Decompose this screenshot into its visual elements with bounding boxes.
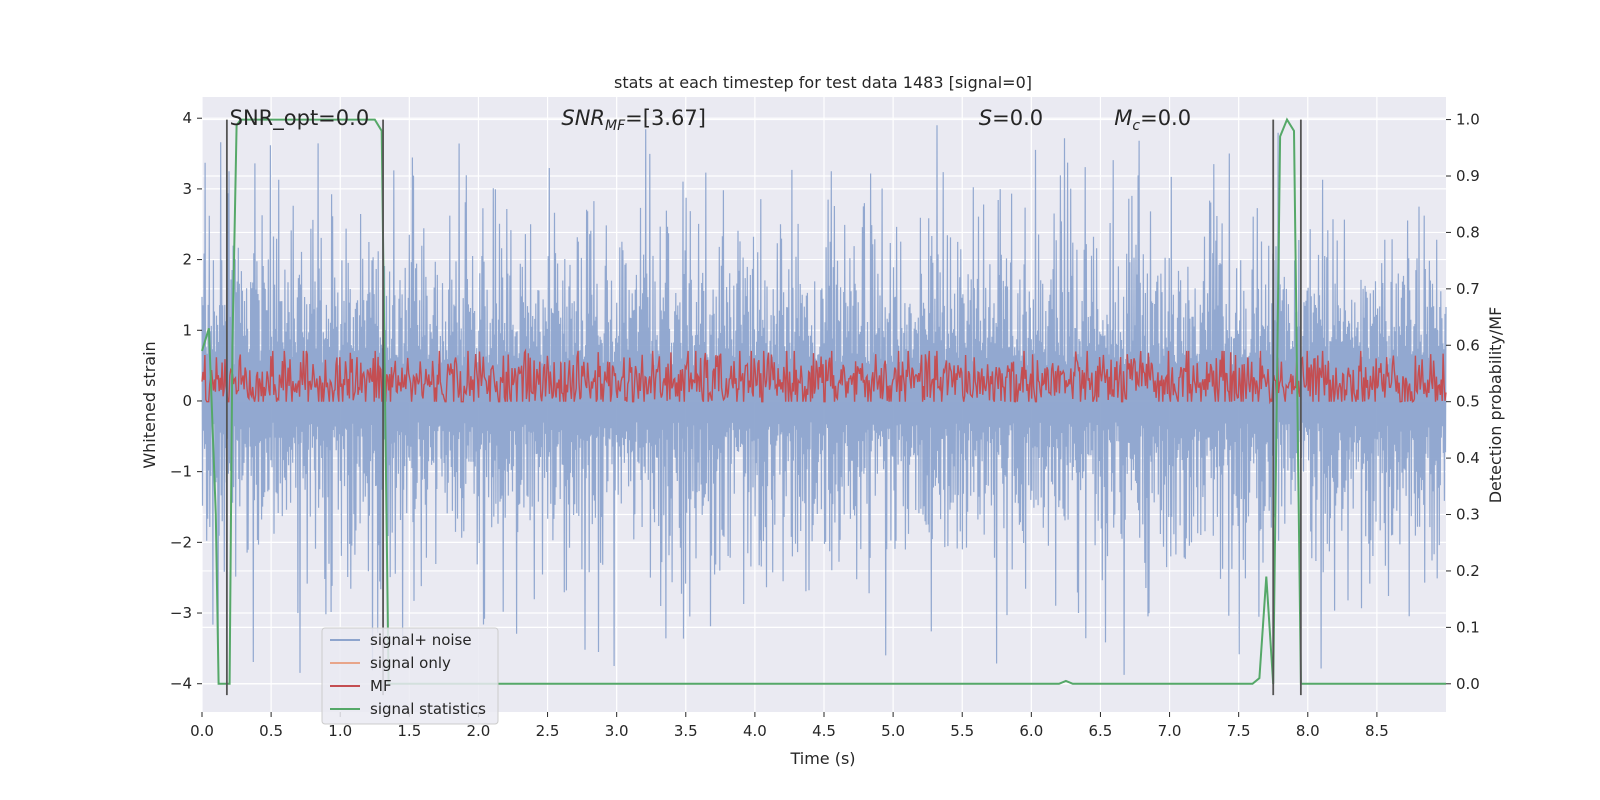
y-tick-label: 2	[182, 251, 192, 269]
x-tick-label: 7.5	[1227, 722, 1251, 740]
x-tick-label: 6.0	[1019, 722, 1043, 740]
x-tick-label: 6.5	[1089, 722, 1113, 740]
y2-tick-label: 0.5	[1456, 393, 1480, 411]
y-tick-label: 1	[182, 321, 192, 339]
x-tick-label: 8.0	[1296, 722, 1320, 740]
y2-tick-label: 1.0	[1456, 111, 1480, 129]
vertical-markers	[225, 119, 1302, 696]
legend-label-signal-only: signal only	[370, 654, 451, 672]
x-tick-label: 2.0	[467, 722, 491, 740]
y2-axis-label: Detection probability/MF	[1486, 307, 1505, 504]
series-line-mf	[201, 348, 1447, 405]
x-tick-label: 4.5	[812, 722, 836, 740]
x-axis-ticks: 0.0 0.5 1.0 1.5 2.0 2.5 3.0 3.5 4.0 4.5 5.0 5.5 6.0 6…	[190, 712, 1389, 740]
x-tick-label: 0.0	[190, 722, 214, 740]
y-tick-label: −4	[170, 675, 192, 693]
y-tick-label: −2	[170, 533, 192, 551]
annotation-text: Mc=0.0	[1114, 106, 1191, 134]
legend-box	[321, 627, 499, 725]
series-signal-noise	[201, 125, 1447, 675]
y2-tick-label: 0.2	[1456, 562, 1480, 580]
annotation-text: SNR_opt=0.0	[230, 106, 370, 131]
y2-tick-label: 0.0	[1456, 675, 1480, 693]
annotation-text: SNRMF=[3.67]	[561, 106, 706, 134]
annotation-text: S=0.0	[979, 106, 1043, 130]
y-tick-label: 3	[182, 180, 192, 198]
x-tick-label: 5.5	[950, 722, 974, 740]
y-tick-label: 0	[182, 392, 192, 410]
legend-label-signal-statistics: signal statistics	[370, 700, 486, 718]
legend: signal+ noise signal only MF signal stat…	[321, 627, 499, 725]
y2-axis-ticks: 0.0 0.1 0.2 0.3 0.4 0.5 0.6 0.7 0.8 0.9 1.0	[1446, 111, 1480, 693]
series-line-signal-noise	[201, 125, 1447, 675]
y-tick-label: −1	[170, 463, 192, 481]
annotations: SNR_opt=0.0 SNRMF=[3.67] S=0.0 Mc=0.0	[230, 106, 1191, 134]
x-tick-label: 8.5	[1365, 722, 1389, 740]
x-tick-label: 1.5	[397, 722, 421, 740]
x-tick-label: 5.0	[881, 722, 905, 740]
y2-tick-label: 0.3	[1456, 506, 1480, 524]
y-tick-label: 4	[182, 109, 192, 127]
y-tick-label: −3	[170, 604, 192, 622]
x-tick-label: 0.5	[259, 722, 283, 740]
y2-tick-label: 0.7	[1456, 280, 1480, 298]
y2-tick-label: 0.6	[1456, 336, 1480, 354]
legend-label-mf: MF	[370, 677, 392, 695]
x-tick-label: 4.0	[743, 722, 767, 740]
series-mf	[201, 348, 1447, 405]
x-tick-label: 1.0	[328, 722, 352, 740]
legend-label-signal-noise: signal+ noise	[370, 631, 472, 649]
chart-title: stats at each timestep for test data 148…	[614, 73, 1032, 92]
x-tick-label: 3.5	[674, 722, 698, 740]
y-axis-label: Whitened strain	[140, 341, 159, 468]
x-axis-label: Time (s)	[789, 749, 855, 768]
x-tick-label: 7.0	[1158, 722, 1182, 740]
x-tick-label: 2.5	[536, 722, 560, 740]
y2-tick-label: 0.1	[1456, 618, 1480, 636]
y2-tick-label: 0.4	[1456, 449, 1480, 467]
x-tick-label: 3.0	[605, 722, 629, 740]
y2-tick-label: 0.8	[1456, 223, 1480, 241]
y-axis-ticks: −4 −3 −2 −1 0 1 2 3 4	[170, 109, 202, 693]
y2-tick-label: 0.9	[1456, 167, 1480, 185]
